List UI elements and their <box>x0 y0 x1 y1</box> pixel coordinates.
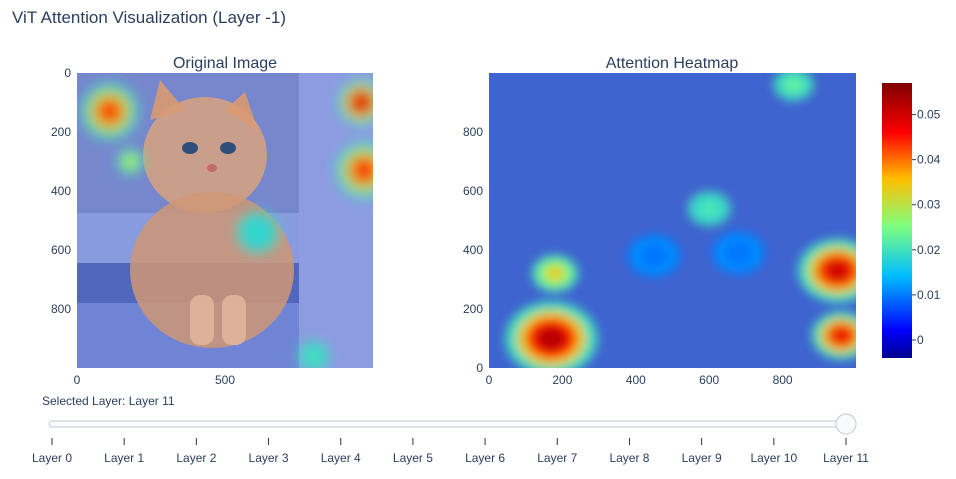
y-tick-label: 0 <box>64 66 71 80</box>
x-tick-label: 600 <box>699 373 719 387</box>
hotspot-7-ring-3 <box>729 245 748 261</box>
x-tick-label: 400 <box>626 373 646 387</box>
cat-ear-right <box>225 92 258 130</box>
y-tick-label: 400 <box>463 243 483 257</box>
y-tick-label: 800 <box>51 302 71 316</box>
slider-step-11[interactable]: Layer 11 <box>823 451 869 465</box>
hotspot-0-ring-3 <box>535 326 567 351</box>
slider-step-0[interactable]: Layer 0 <box>32 451 72 465</box>
slider-step-4[interactable]: Layer 4 <box>321 451 361 465</box>
hotspot-3-ring-3 <box>831 327 852 344</box>
x-tick-label: 0 <box>486 373 493 387</box>
slider-step-6[interactable]: Layer 6 <box>465 451 505 465</box>
heatmap-ticks: 0 200 400 600 800 0 200 400 600 800 <box>463 125 793 387</box>
attention-heatmap-panel <box>489 73 856 368</box>
colorbar-tick-label: 0.02 <box>917 243 941 257</box>
hotspot-2-ring-3 <box>353 94 370 111</box>
slider-current-prefix: Selected Layer: <box>42 394 129 408</box>
x-tick-label: 0 <box>74 373 81 387</box>
cat-head-shape <box>143 97 267 213</box>
colorbar-ticks: 0.05 0.04 0.03 0.02 0.01 0 <box>912 108 941 347</box>
y-tick-label: 0 <box>476 361 483 375</box>
hotspot-0-ring-3 <box>99 101 120 122</box>
original-image-title: Original Image <box>173 55 277 72</box>
original-image-ticks: 0 500 0 200 400 600 800 <box>51 66 235 387</box>
slider-step-3[interactable]: Layer 3 <box>249 451 289 465</box>
slider-steps: Layer 0 Layer 1 Layer 2 Layer 3 Layer 4 Layer… <box>32 438 869 465</box>
x-tick-label: 500 <box>215 373 235 387</box>
colorbar-tick-label: 0.04 <box>917 153 941 167</box>
colorbar-tick-label: 0.05 <box>917 108 941 122</box>
attention-heatmap-title: Attention Heatmap <box>606 55 739 72</box>
hotspot-4-ring-3 <box>702 203 717 215</box>
heatmap-hotspots <box>505 73 856 368</box>
colorbar-tick-label: 0 <box>917 333 924 347</box>
colorbar-tick-label: 0.03 <box>917 198 941 212</box>
colorbar-tick-label: 0.01 <box>917 288 941 302</box>
y-tick-label: 600 <box>463 184 483 198</box>
slider-step-8[interactable]: Layer 8 <box>609 451 649 465</box>
hotspot-4-ring-3 <box>250 225 265 240</box>
original-image-panel <box>77 73 373 368</box>
hotspot-1-ring-3 <box>125 157 135 166</box>
y-tick-label: 400 <box>51 184 71 198</box>
attention-overlay <box>80 78 373 368</box>
hotspot-5-ring-3 <box>787 79 801 91</box>
slider-step-9[interactable]: Layer 9 <box>682 451 722 465</box>
cat-ear-left <box>150 80 185 120</box>
colorbar: 0.05 0.04 0.03 0.02 0.01 0 <box>882 83 941 358</box>
slider-step-2[interactable]: Layer 2 <box>176 451 216 465</box>
x-tick-label: 200 <box>552 373 572 387</box>
slider-current-layer: Layer 11 <box>129 394 175 408</box>
hotspot-3-ring-3 <box>354 160 373 181</box>
hotspot-5-ring-3 <box>308 350 320 362</box>
slider-step-5[interactable]: Layer 5 <box>393 451 433 465</box>
slider-step-7[interactable]: Layer 7 <box>537 451 577 465</box>
hotspot-2-ring-3 <box>824 260 851 282</box>
figure-title: ViT Attention Visualization (Layer -1) <box>12 8 286 27</box>
y-tick-label: 200 <box>463 302 483 316</box>
hotspot-6-ring-3 <box>645 248 663 263</box>
hotspot-1-ring-3 <box>547 267 563 280</box>
slider-step-1[interactable]: Layer 1 <box>104 451 144 465</box>
y-tick-label: 600 <box>51 243 71 257</box>
y-tick-label: 200 <box>51 125 71 139</box>
slider-rail[interactable] <box>48 420 850 428</box>
slider-handle[interactable] <box>835 413 857 435</box>
x-tick-label: 800 <box>773 373 793 387</box>
colorbar-gradient <box>882 83 912 358</box>
slider-current-value: Selected Layer: Layer 11 <box>42 394 175 408</box>
y-tick-label: 800 <box>463 125 483 139</box>
slider-step-10[interactable]: Layer 10 <box>750 451 797 465</box>
